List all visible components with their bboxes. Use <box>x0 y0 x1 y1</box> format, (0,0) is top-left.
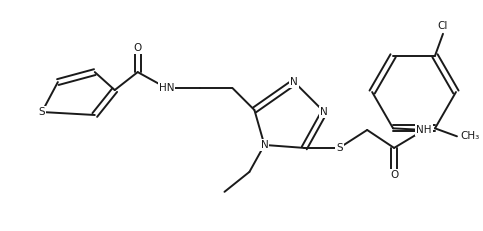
Text: S: S <box>39 107 45 117</box>
Text: NH: NH <box>416 125 432 135</box>
Text: N: N <box>260 140 268 150</box>
Text: CH₃: CH₃ <box>460 131 479 141</box>
Text: S: S <box>336 143 342 153</box>
Text: HN: HN <box>159 83 174 93</box>
Text: Cl: Cl <box>438 21 448 31</box>
Text: N: N <box>290 77 298 87</box>
Text: O: O <box>134 43 142 53</box>
Text: O: O <box>390 170 398 180</box>
Text: N: N <box>320 107 328 117</box>
